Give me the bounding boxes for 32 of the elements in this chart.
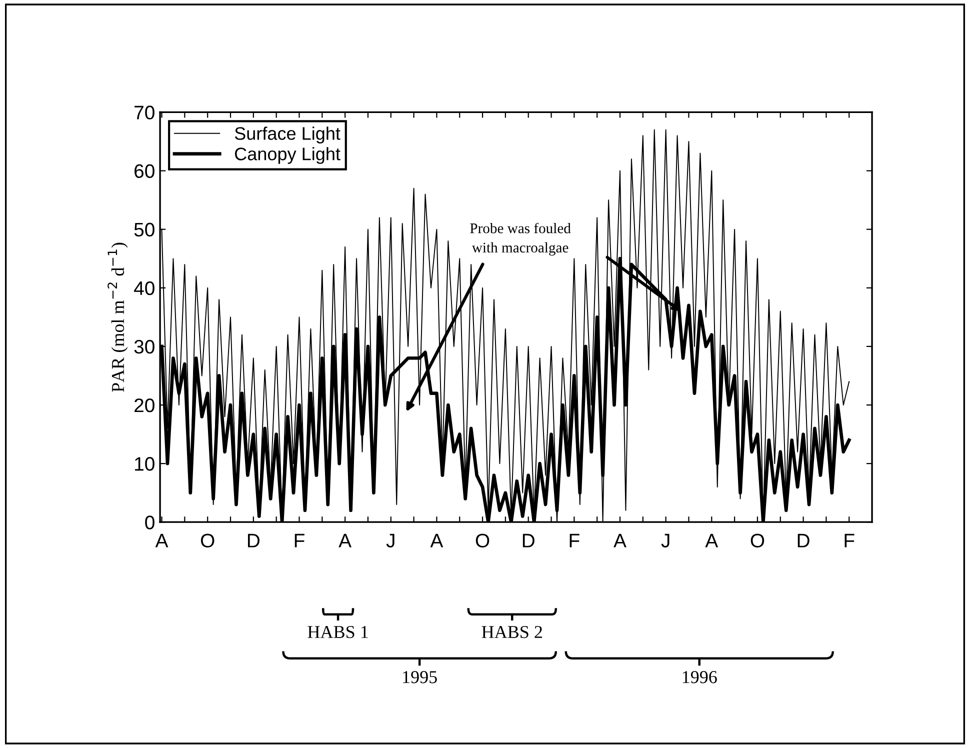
y-tick-label: 60 — [134, 164, 154, 178]
x-tick-label: A — [614, 534, 626, 548]
legend-label: Canopy Light — [234, 147, 340, 164]
y-tick-label: 40 — [134, 281, 154, 296]
text: 1996 — [682, 671, 717, 684]
y-tick-label: 20 — [134, 398, 154, 412]
x-tick-label: O — [750, 534, 764, 548]
x-tick-label: D — [248, 534, 260, 548]
x-tick-label: O — [476, 534, 490, 548]
x-tick-label: A — [155, 534, 168, 548]
y-tick-label: 70 — [134, 106, 154, 120]
text: HABS 2 — [482, 626, 542, 638]
annotation: Probe was fouled with macroalgae — [470, 222, 571, 256]
x-tick-label: A — [338, 534, 352, 548]
x-tick-label: D — [522, 534, 534, 548]
x-tick-label: F — [844, 534, 854, 548]
x-tick-label: F — [570, 534, 580, 548]
x-tick-label: A — [705, 534, 718, 548]
y-tick-label: 50 — [134, 222, 154, 237]
y-tick-label: 10 — [135, 457, 154, 471]
y-tick-label: 0 — [145, 516, 154, 530]
text: 1995 — [403, 671, 437, 684]
y-axis-title: PAR (mol m$^{−2}$ d$^{−1}$) — [108, 242, 128, 392]
x-tick-label: J — [661, 534, 670, 548]
legend-label: Surface Light — [234, 126, 340, 144]
x-tick-label: D — [798, 534, 810, 548]
text: HABS 1 — [308, 626, 368, 638]
y-tick-label: 30 — [134, 340, 154, 354]
x-tick-label: J — [386, 534, 394, 548]
x-tick-label: O — [200, 534, 214, 548]
x-tick-label: F — [294, 534, 304, 548]
x-tick-label: A — [430, 534, 444, 548]
